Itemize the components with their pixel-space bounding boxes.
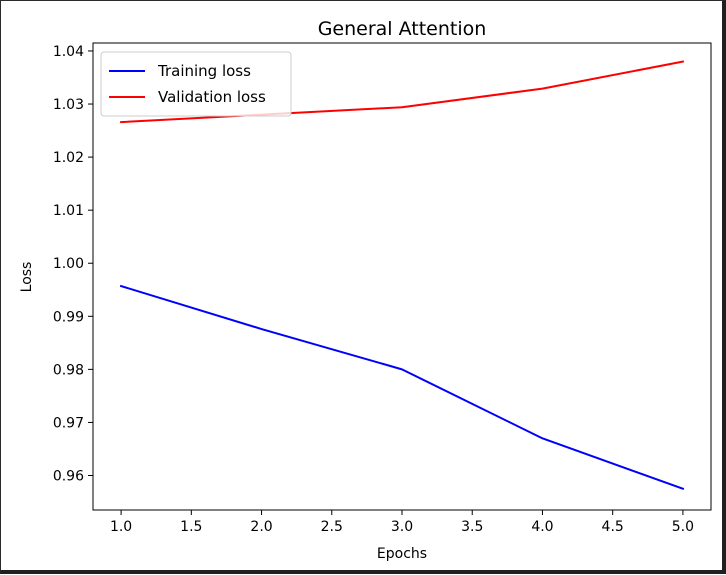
x-tick-label: 1.0: [110, 519, 132, 535]
x-tick-label: 2.5: [321, 519, 343, 535]
series-line-validation-loss: [120, 60, 685, 124]
plot-lines: [119, 60, 685, 491]
y-tick-label: 1.03: [53, 97, 84, 113]
x-tick-label: 2.0: [250, 519, 272, 535]
y-axis: 0.96 0.97 0.98 0.99 1.00 1.01 1.02 1.03 1.04: [53, 44, 93, 485]
x-tick-label: 4.5: [602, 519, 624, 535]
y-tick-label: 0.97: [53, 415, 84, 431]
series-line-training-loss: [119, 284, 685, 491]
x-axis: 1.0 1.5 2.0 2.5 3.0 3.5 4.0 4.5 5.0: [110, 510, 694, 535]
y-tick-label: 1.04: [53, 44, 84, 60]
x-tick-label: 1.5: [180, 519, 202, 535]
legend-label: Validation loss: [158, 88, 266, 106]
x-axis-label: Epochs: [377, 546, 427, 562]
y-tick-label: 1.00: [53, 256, 84, 272]
y-axis-label: Loss: [19, 262, 35, 293]
chart-title: General Attention: [318, 18, 487, 40]
y-tick-label: 1.01: [53, 203, 84, 219]
x-tick-label: 5.0: [672, 519, 694, 535]
y-tick-label: 1.02: [53, 150, 84, 166]
y-tick-label: 0.99: [53, 309, 84, 325]
legend: Training loss Validation loss: [100, 51, 292, 117]
legend-label: Training loss: [157, 62, 251, 80]
x-tick-label: 3.5: [461, 519, 483, 535]
y-tick-label: 0.96: [53, 469, 84, 485]
x-tick-label: 4.0: [531, 519, 553, 535]
legend-box: [100, 51, 292, 117]
x-tick-label: 3.0: [391, 519, 413, 535]
y-tick-label: 0.98: [53, 362, 84, 378]
